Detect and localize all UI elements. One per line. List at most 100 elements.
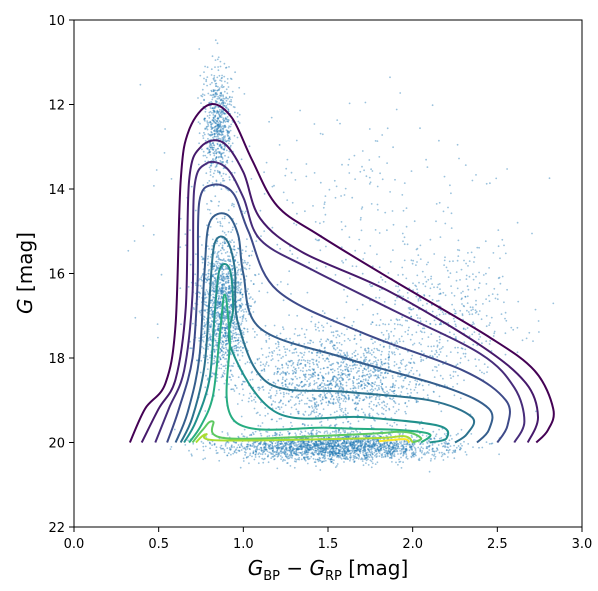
scatter-point [225, 104, 228, 107]
scatter-point [212, 284, 215, 287]
scatter-point [206, 120, 209, 122]
scatter-point [510, 326, 513, 329]
scatter-point [426, 166, 429, 169]
scatter-point [342, 360, 345, 363]
scatter-point [368, 414, 371, 417]
scatter-point [336, 398, 339, 401]
scatter-point [282, 391, 285, 394]
scatter-point [256, 334, 258, 336]
scatter-point [317, 366, 319, 368]
scatter-point [398, 458, 400, 461]
scatter-point [265, 363, 267, 365]
scatter-point [416, 261, 418, 263]
scatter-point [302, 367, 304, 369]
scatter-point [307, 458, 310, 461]
scatter-point [354, 249, 357, 252]
scatter-point [229, 449, 232, 451]
scatter-point [476, 246, 479, 249]
scatter-point [207, 345, 210, 348]
scatter-point [432, 430, 435, 433]
scatter-point [323, 203, 326, 206]
scatter-point [287, 400, 290, 402]
scatter-point [302, 359, 305, 361]
scatter-point [393, 442, 396, 445]
scatter-point [295, 224, 298, 226]
scatter-point [342, 361, 344, 364]
scatter-point [343, 454, 346, 457]
scatter-point [349, 277, 351, 280]
scatter-point [273, 451, 275, 453]
scatter-point [327, 457, 330, 460]
scatter-point [244, 317, 247, 320]
scatter-point [244, 449, 247, 451]
scatter-point [227, 273, 230, 275]
scatter-point [459, 397, 462, 400]
scatter-point [343, 340, 346, 342]
scatter-point [213, 290, 216, 292]
scatter-point [232, 452, 235, 455]
scatter-point [320, 386, 323, 388]
scatter-point [276, 449, 279, 452]
scatter-point [364, 442, 367, 445]
scatter-point [220, 274, 222, 277]
scatter-point [393, 392, 396, 395]
scatter-point [300, 447, 303, 450]
scatter-point [309, 360, 311, 362]
scatter-point [341, 453, 344, 456]
scatter-point [352, 441, 355, 443]
scatter-point [402, 340, 405, 343]
scatter-point [237, 339, 240, 342]
scatter-point [332, 445, 334, 448]
scatter-point [208, 102, 210, 104]
scatter-point [210, 200, 213, 203]
scatter-point [442, 346, 444, 348]
scatter-point [365, 356, 368, 359]
scatter-point [282, 328, 285, 331]
scatter-point [291, 391, 294, 393]
scatter-point [324, 346, 326, 349]
scatter-point [447, 449, 450, 452]
scatter-point [232, 332, 235, 335]
scatter-point [224, 326, 227, 329]
scatter-point [443, 264, 445, 266]
scatter-point [332, 440, 334, 443]
scatter-point [241, 355, 244, 357]
scatter-point [341, 407, 343, 410]
scatter-point [427, 261, 429, 264]
scatter-point [353, 461, 356, 463]
scatter-point [291, 253, 294, 256]
scatter-point [460, 268, 463, 271]
scatter-point [221, 84, 224, 87]
scatter-point [282, 355, 284, 358]
scatter-point [289, 451, 292, 454]
scatter-point [232, 319, 234, 322]
scatter-point [212, 109, 215, 112]
scatter-point [202, 137, 205, 140]
scatter-point [297, 454, 300, 457]
scatter-point [312, 446, 314, 448]
scatter-point [439, 236, 442, 239]
scatter-point [237, 120, 240, 123]
scatter-point [281, 456, 284, 459]
scatter-point [465, 262, 467, 265]
scatter-point [204, 154, 207, 157]
scatter-point [230, 104, 233, 106]
scatter-point [377, 401, 380, 404]
scatter-point [268, 347, 270, 349]
scatter-point [388, 447, 390, 449]
scatter-point [488, 267, 490, 269]
scatter-point [324, 397, 327, 400]
scatter-point [219, 114, 221, 117]
scatter-point [254, 456, 257, 458]
scatter-point [238, 299, 240, 302]
scatter-point [223, 145, 226, 147]
scatter-point [367, 464, 370, 466]
scatter-point [290, 441, 293, 444]
scatter-point [236, 266, 238, 269]
scatter-point [219, 347, 222, 350]
scatter-point [370, 466, 373, 469]
scatter-point [217, 121, 220, 124]
scatter-point [461, 444, 463, 447]
scatter-point [224, 126, 227, 128]
scatter-point [336, 454, 339, 457]
